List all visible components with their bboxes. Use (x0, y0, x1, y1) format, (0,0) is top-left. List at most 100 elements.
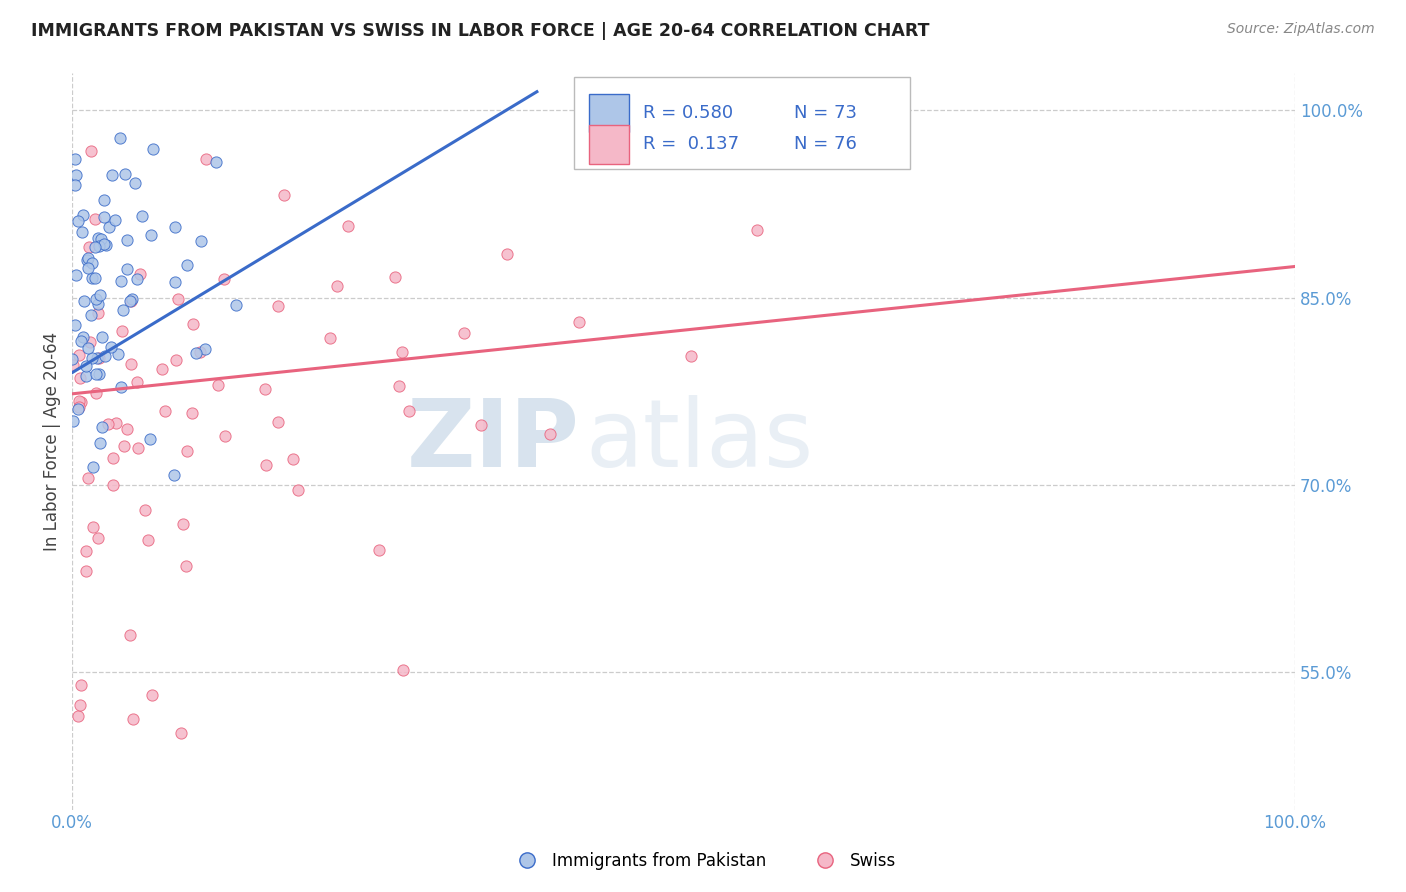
Point (319, 331, 342, 345)
Point (60, 351, 83, 366)
FancyBboxPatch shape (574, 77, 910, 169)
Point (142, 142, 165, 156)
Point (67, 393, 90, 408)
Point (84, 368, 107, 382)
Point (69, 334, 91, 348)
Point (155, 404, 177, 418)
Point (76, 544, 98, 558)
Text: R = 0.580: R = 0.580 (644, 103, 734, 121)
Point (326, 278, 349, 293)
Point (77, 260, 100, 275)
Point (188, 344, 211, 359)
Point (87, 351, 110, 365)
Point (398, 404, 420, 418)
Point (77, 342, 100, 356)
Point (89, 368, 111, 382)
Point (80, 271, 103, 285)
Point (170, 725, 193, 739)
Point (281, 452, 304, 467)
Point (538, 427, 561, 442)
Point (212, 272, 235, 286)
Text: ZIP: ZIP (406, 395, 579, 487)
Point (254, 382, 277, 396)
Point (139, 227, 162, 242)
Point (110, 274, 132, 288)
Point (108, 131, 131, 145)
Point (72, 330, 94, 344)
Point (176, 258, 198, 272)
Point (70, 394, 93, 409)
Point (84, 292, 107, 306)
Point (77, 240, 100, 254)
Point (103, 478, 125, 492)
Point (195, 152, 218, 166)
Point (391, 344, 413, 359)
Point (254, 458, 277, 472)
Point (194, 342, 217, 356)
Point (67, 402, 90, 417)
Point (67, 400, 90, 414)
Text: R =  0.137: R = 0.137 (644, 136, 740, 153)
Point (73, 293, 96, 308)
Point (80, 308, 103, 322)
Point (129, 267, 152, 281)
Point (181, 317, 204, 331)
Point (80, 144, 103, 158)
Point (336, 219, 359, 233)
Point (100, 340, 122, 354)
Point (70, 678, 93, 692)
Point (107, 347, 129, 361)
Point (470, 418, 492, 433)
FancyBboxPatch shape (589, 125, 628, 163)
Point (117, 262, 139, 277)
Point (225, 298, 247, 312)
Point (131, 210, 153, 224)
Point (69, 370, 91, 384)
Point (207, 378, 229, 392)
Point (65, 268, 87, 282)
Point (496, 246, 519, 260)
Point (267, 415, 290, 429)
Point (105, 416, 128, 430)
Point (97, 219, 120, 234)
Point (84, 240, 107, 254)
Point (138, 533, 160, 548)
Point (180, 406, 202, 420)
Point (76, 471, 98, 485)
Point (97, 417, 120, 432)
Point (186, 346, 208, 360)
Point (76, 253, 98, 268)
Point (114, 167, 136, 181)
Point (100, 168, 122, 182)
Point (87, 231, 110, 245)
Point (165, 353, 187, 368)
Point (127, 375, 149, 389)
Point (84, 385, 107, 400)
Point (392, 663, 415, 677)
Point (65, 168, 87, 182)
Point (84, 271, 107, 285)
Point (90, 232, 112, 246)
Point (72, 208, 94, 222)
Point (87, 239, 110, 253)
Point (80, 256, 103, 270)
Text: atlas: atlas (586, 395, 814, 487)
Point (115, 422, 138, 436)
Point (70, 225, 93, 239)
Point (84, 212, 107, 227)
Point (162, 468, 184, 483)
Point (568, 315, 591, 329)
Point (121, 712, 143, 726)
Text: IMMIGRANTS FROM PAKISTAN VS SWISS IN LABOR FORCE | AGE 20-64 CORRELATION CHART: IMMIGRANTS FROM PAKISTAN VS SWISS IN LAB… (31, 22, 929, 40)
Point (94, 349, 117, 363)
Point (167, 293, 190, 307)
Point (87, 296, 110, 310)
Point (204, 155, 226, 169)
Point (150, 361, 173, 376)
Point (96, 237, 118, 252)
Point (101, 451, 124, 466)
Point (63, 153, 86, 167)
Point (176, 443, 198, 458)
Point (75, 564, 97, 578)
Point (89, 436, 111, 450)
